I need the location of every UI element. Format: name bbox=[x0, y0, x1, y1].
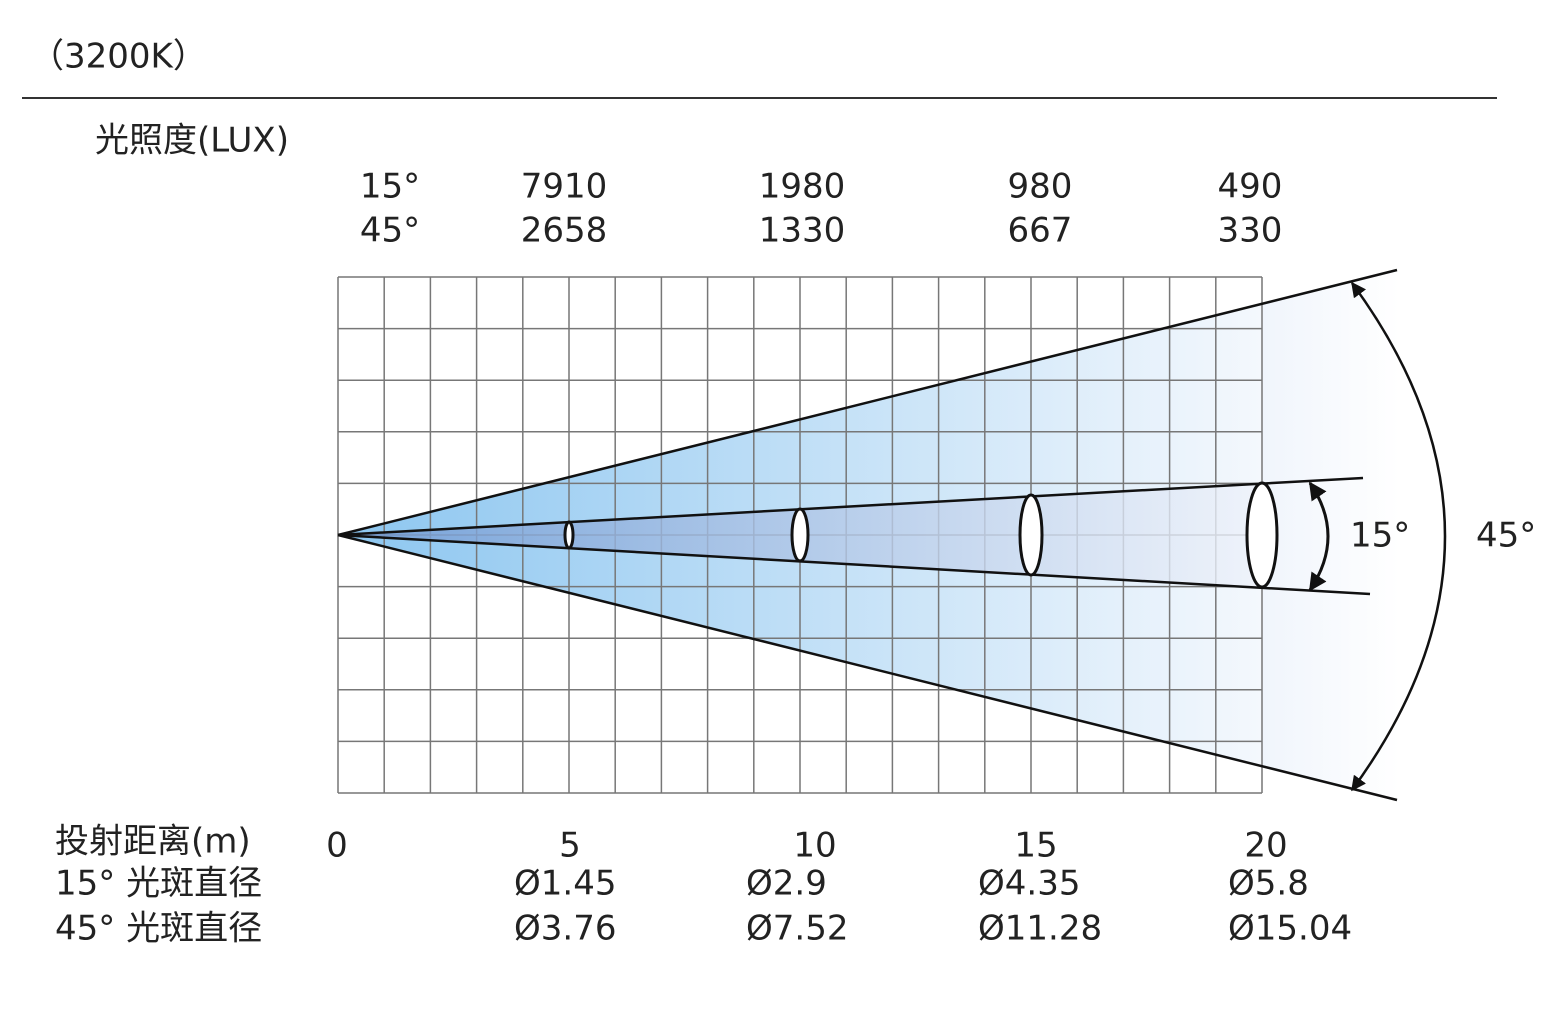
illuminance-value: 2658 bbox=[521, 211, 608, 251]
illuminance-row-label: 15° bbox=[360, 167, 420, 207]
spots bbox=[563, 481, 1279, 589]
illuminance-row-label: 45° bbox=[360, 211, 420, 251]
diameter-value: Ø2.9 bbox=[746, 864, 827, 904]
illuminance-value: 330 bbox=[1218, 211, 1283, 251]
illuminance-title: 光照度(LUX) bbox=[95, 121, 289, 161]
illuminance-value: 1980 bbox=[759, 167, 846, 207]
diameter-value: Ø11.28 bbox=[978, 909, 1102, 949]
illuminance-value: 490 bbox=[1218, 167, 1283, 207]
distance-value: 20 bbox=[1244, 826, 1287, 866]
diameter-value: Ø7.52 bbox=[746, 909, 848, 949]
diameter-value: Ø3.76 bbox=[514, 909, 616, 949]
distance-value: 5 bbox=[559, 826, 581, 866]
distance-value: 0 bbox=[326, 826, 348, 866]
diameter-value: Ø1.45 bbox=[514, 864, 616, 904]
illuminance-value: 980 bbox=[1008, 167, 1073, 207]
illuminance-value: 7910 bbox=[521, 167, 608, 207]
diameter-value: Ø15.04 bbox=[1228, 909, 1352, 949]
distance-value: 10 bbox=[793, 826, 836, 866]
narrow-angle-label: 15° bbox=[1350, 516, 1410, 556]
header-title: （3200K） bbox=[30, 37, 207, 77]
diameter-value: Ø4.35 bbox=[978, 864, 1080, 904]
diameter-row-label: 45° 光斑直径 bbox=[55, 909, 262, 949]
narrow-angle-arc bbox=[1308, 481, 1330, 592]
wide-angle-label: 45° bbox=[1476, 516, 1536, 556]
distance-value: 15 bbox=[1014, 826, 1057, 866]
illuminance-value: 667 bbox=[1008, 211, 1073, 251]
diameter-value: Ø5.8 bbox=[1228, 864, 1309, 904]
beam-lines bbox=[337, 268, 1398, 802]
labels: 15° 7910 1980 980 490 45° 2658 1330 667 330 0 5 10 15… bbox=[55, 167, 1352, 949]
diameter-row-label: 15° 光斑直径 bbox=[55, 864, 262, 904]
distance-title: 投射距离(m) bbox=[55, 822, 251, 862]
wide-angle-arc bbox=[1350, 281, 1447, 792]
illuminance-value: 1330 bbox=[759, 211, 846, 251]
